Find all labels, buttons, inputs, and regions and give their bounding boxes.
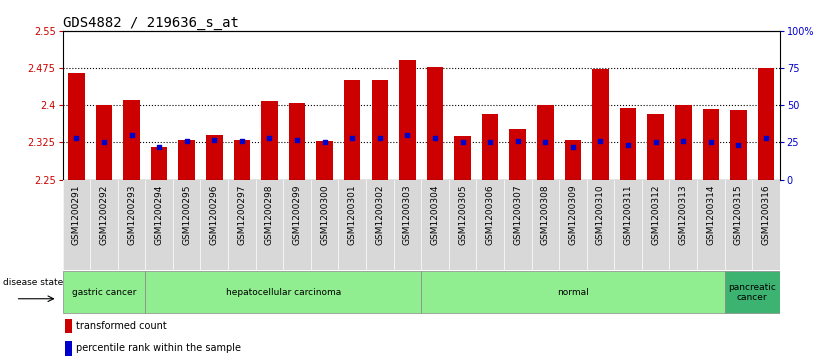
Point <box>594 138 607 144</box>
Point <box>429 135 442 141</box>
Bar <box>758 68 774 180</box>
Bar <box>510 129 526 180</box>
Text: GSM1200313: GSM1200313 <box>679 184 688 245</box>
Point <box>456 139 470 145</box>
Bar <box>725 271 780 313</box>
Point <box>511 138 525 144</box>
Bar <box>64 319 72 333</box>
Bar <box>371 81 388 180</box>
Bar <box>64 341 72 356</box>
Point <box>180 138 193 144</box>
Text: GSM1200297: GSM1200297 <box>238 184 246 245</box>
Bar <box>592 69 609 180</box>
Bar <box>537 105 554 180</box>
Bar <box>730 110 746 180</box>
Text: GSM1200312: GSM1200312 <box>651 184 661 245</box>
Bar <box>455 136 471 180</box>
Bar <box>261 101 278 180</box>
Point <box>539 139 552 145</box>
Bar <box>620 108 636 180</box>
Bar <box>647 114 664 180</box>
Point <box>566 144 580 150</box>
Bar <box>702 109 719 180</box>
Text: GSM1200291: GSM1200291 <box>72 184 81 245</box>
Point <box>318 139 331 145</box>
Bar <box>178 140 195 180</box>
Text: GSM1200295: GSM1200295 <box>182 184 191 245</box>
Text: disease state: disease state <box>3 278 63 287</box>
Bar <box>421 271 725 313</box>
Text: GSM1200296: GSM1200296 <box>210 184 219 245</box>
Text: GSM1200306: GSM1200306 <box>485 184 495 245</box>
Bar <box>675 105 691 180</box>
Text: GSM1200315: GSM1200315 <box>734 184 743 245</box>
Text: GSM1200309: GSM1200309 <box>569 184 577 245</box>
Text: GSM1200310: GSM1200310 <box>596 184 605 245</box>
Text: GSM1200308: GSM1200308 <box>540 184 550 245</box>
Point <box>70 135 83 141</box>
Bar <box>234 140 250 180</box>
Text: GSM1200307: GSM1200307 <box>513 184 522 245</box>
Bar <box>316 141 333 180</box>
Text: GSM1200300: GSM1200300 <box>320 184 329 245</box>
Bar <box>427 66 443 180</box>
Point <box>400 132 414 138</box>
Point <box>621 143 635 148</box>
Text: transformed count: transformed count <box>76 321 167 331</box>
Bar <box>206 135 223 180</box>
Bar <box>344 81 360 180</box>
Text: GSM1200294: GSM1200294 <box>154 184 163 245</box>
Point <box>649 139 662 145</box>
Point <box>373 135 386 141</box>
Bar <box>68 73 84 180</box>
Text: GSM1200293: GSM1200293 <box>127 184 136 245</box>
Bar <box>565 140 581 180</box>
Text: GSM1200301: GSM1200301 <box>348 184 357 245</box>
Text: GSM1200299: GSM1200299 <box>293 184 302 245</box>
Bar <box>289 103 305 180</box>
Bar <box>123 100 140 180</box>
Bar <box>151 147 168 180</box>
Text: GSM1200314: GSM1200314 <box>706 184 716 245</box>
Text: GSM1200302: GSM1200302 <box>375 184 384 245</box>
Text: GSM1200304: GSM1200304 <box>430 184 440 245</box>
Point <box>484 139 497 145</box>
Point <box>704 139 717 145</box>
Text: GSM1200303: GSM1200303 <box>403 184 412 245</box>
Text: gastric cancer: gastric cancer <box>72 288 136 297</box>
Bar <box>96 105 113 180</box>
Text: pancreatic
cancer: pancreatic cancer <box>728 282 776 302</box>
Bar <box>63 271 145 313</box>
Point <box>153 144 166 150</box>
Text: GSM1200292: GSM1200292 <box>99 184 108 245</box>
Point <box>208 136 221 142</box>
Text: GSM1200311: GSM1200311 <box>624 184 632 245</box>
Point <box>759 135 772 141</box>
Text: GDS4882 / 219636_s_at: GDS4882 / 219636_s_at <box>63 16 239 30</box>
Bar <box>399 60 415 180</box>
Point <box>731 143 745 148</box>
Text: hepatocellular carcinoma: hepatocellular carcinoma <box>226 288 341 297</box>
Bar <box>482 114 499 180</box>
Point <box>235 138 249 144</box>
Bar <box>145 271 421 313</box>
Point <box>290 136 304 142</box>
Point <box>345 135 359 141</box>
Point <box>125 132 138 138</box>
Point <box>98 139 111 145</box>
Text: GSM1200305: GSM1200305 <box>458 184 467 245</box>
Text: GSM1200316: GSM1200316 <box>761 184 771 245</box>
Point <box>263 135 276 141</box>
Text: normal: normal <box>557 288 589 297</box>
Text: percentile rank within the sample: percentile rank within the sample <box>76 343 241 354</box>
Point <box>676 138 690 144</box>
Text: GSM1200298: GSM1200298 <box>265 184 274 245</box>
